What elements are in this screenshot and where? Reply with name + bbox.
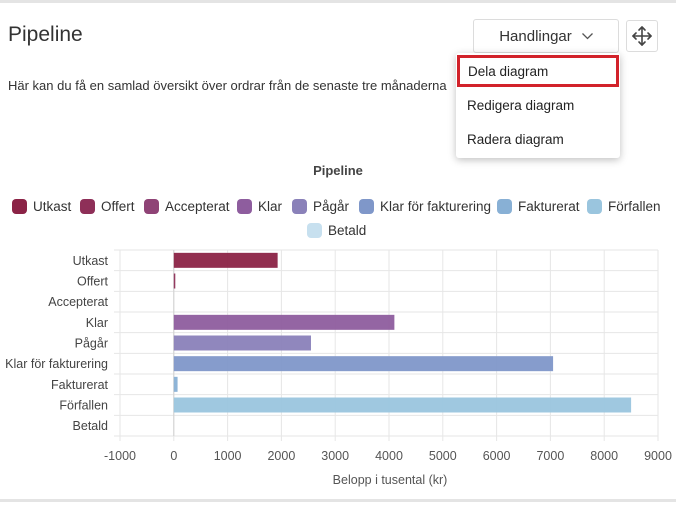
legend-swatch [237,199,252,214]
legend-label: Fakturerat [518,199,580,214]
page-description: Här kan du få en samlad översikt över or… [8,78,447,93]
x-tick-label: 6000 [483,449,511,463]
x-tick-label: 2000 [267,449,295,463]
page-title: Pipeline [8,23,83,46]
legend-item[interactable]: Pågår [292,199,349,214]
legend-swatch [292,199,307,214]
x-tick-label: 4000 [375,449,403,463]
y-tick-label: Accepterat [48,295,108,309]
legend-item[interactable]: Klar [237,199,282,214]
y-tick-label: Pågår [75,337,108,351]
y-tick-label: Klar för fakturering [5,357,108,371]
move-arrows-icon [632,26,652,46]
x-tick-label: 7000 [536,449,564,463]
actions-dropdown-menu: Dela diagram Redigera diagram Radera dia… [456,53,620,158]
y-tick-label: Utkast [73,254,109,268]
legend-swatch [12,199,27,214]
x-tick-label: 5000 [429,449,457,463]
menu-item-edit-chart[interactable]: Redigera diagram [467,98,575,113]
legend-item[interactable]: Accepterat [144,199,230,214]
bar [173,252,278,268]
menu-item-delete-chart[interactable]: Radera diagram [467,132,564,147]
y-tick-label: Klar [86,316,108,330]
menu-item-share-chart[interactable]: Dela diagram [457,55,619,87]
bar [173,314,395,330]
legend-swatch [359,199,374,214]
bar [173,397,632,413]
actions-button-label: Handlingar [499,27,572,45]
legend-item[interactable]: Fakturerat [497,199,580,214]
legend-item[interactable]: Betald [307,223,366,238]
legend-swatch [144,199,159,214]
legend-swatch [497,199,512,214]
legend-label: Förfallen [608,199,661,214]
bar [173,376,178,392]
x-tick-label: 1000 [214,449,242,463]
bar [173,335,311,351]
legend-label: Klar för fakturering [380,199,492,214]
y-tick-label: Fakturerat [51,378,108,392]
y-tick-label: Förfallen [59,399,108,413]
legend-label: Accepterat [165,199,230,214]
x-axis-label: Belopp i tusental (kr) [333,473,448,487]
legend-label: Betald [328,223,367,238]
legend-item[interactable]: Klar för fakturering [359,199,491,214]
x-tick-label: 9000 [644,449,672,463]
legend-label: Klar [258,199,283,214]
chart-title: Pipeline [313,163,363,178]
x-tick-label: 3000 [321,449,349,463]
bar [173,356,554,372]
x-tick-label: 0 [170,449,177,463]
actions-button[interactable]: Handlingar [473,19,619,53]
legend-label: Pågår [313,199,350,214]
y-tick-label: Betald [73,419,108,433]
legend-swatch [587,199,602,214]
legend-label: Utkast [33,199,72,214]
chevron-down-icon [581,32,593,39]
legend-item[interactable]: Utkast [12,199,71,214]
x-tick-label: -1000 [104,449,136,463]
legend-item[interactable]: Förfallen [587,199,661,214]
legend-item[interactable]: Offert [80,199,135,214]
legend-swatch [307,223,322,238]
move-button[interactable] [626,20,658,52]
x-tick-label: 8000 [590,449,618,463]
y-tick-label: Offert [77,275,109,289]
bar [173,273,176,289]
legend-swatch [80,199,95,214]
legend-label: Offert [101,199,135,214]
